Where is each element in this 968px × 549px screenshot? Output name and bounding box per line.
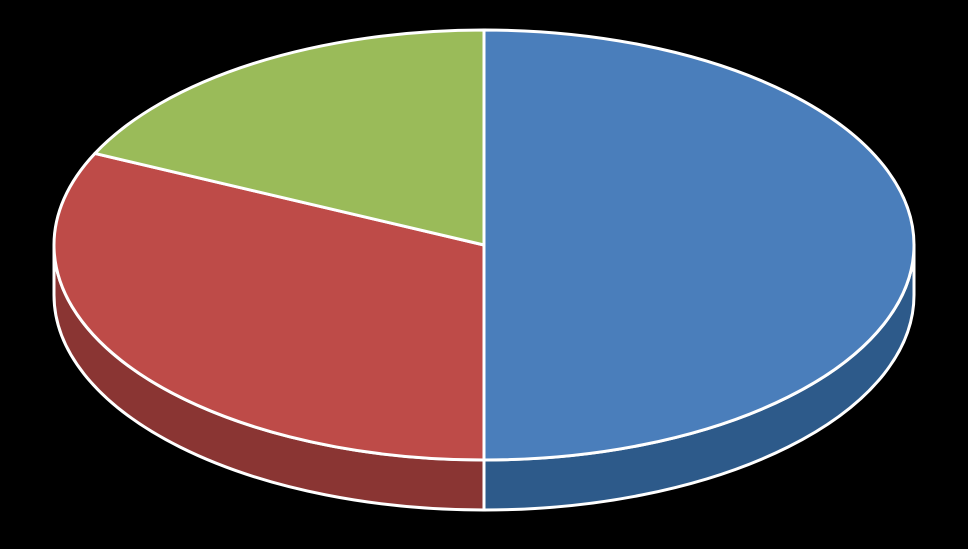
pie-svg bbox=[0, 0, 968, 549]
pie-chart-3d bbox=[0, 0, 968, 549]
